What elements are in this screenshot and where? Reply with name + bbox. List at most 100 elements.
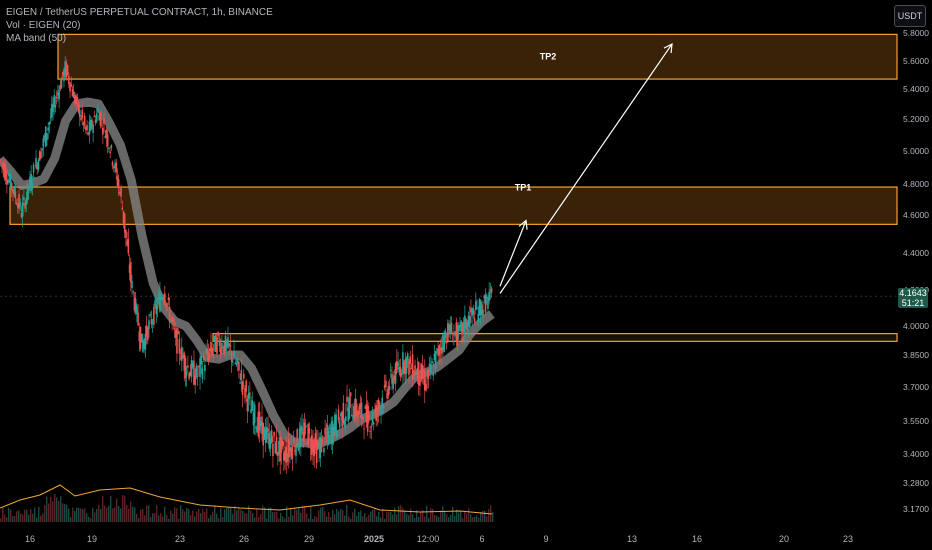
volume-bar	[484, 510, 486, 522]
candle-body	[400, 373, 403, 375]
candle-body	[188, 373, 190, 379]
candle-body	[69, 82, 71, 92]
y-tick-label: 4.0000	[903, 321, 929, 331]
volume-bar	[140, 509, 142, 522]
volume-bar	[230, 508, 232, 522]
candle-body	[189, 371, 192, 377]
volume-bar	[76, 507, 78, 522]
candle-body	[408, 360, 410, 376]
candle-body	[210, 342, 212, 353]
candle-body	[178, 338, 181, 354]
candle-body	[275, 436, 278, 454]
candle-body	[358, 406, 360, 415]
volume-bar	[88, 516, 90, 522]
candle-body	[195, 365, 198, 377]
volume-bar	[12, 516, 14, 522]
candle-body	[419, 380, 421, 386]
y-tick-label: 4.4000	[903, 248, 929, 258]
volume-bar	[284, 518, 286, 522]
candle-body	[410, 368, 413, 370]
volume-bar	[36, 517, 38, 522]
candle-body	[276, 452, 279, 456]
volume-bar	[282, 516, 284, 522]
volume-bar	[70, 517, 72, 522]
volume-bar	[294, 507, 296, 522]
volume-bar	[384, 518, 386, 522]
volume-bar	[400, 505, 402, 522]
volume-bar	[198, 508, 200, 522]
volume-bar	[174, 507, 176, 522]
volume-bar	[184, 511, 186, 522]
candle-body	[434, 351, 437, 370]
candle-body	[58, 89, 60, 100]
candle-body	[61, 71, 64, 76]
volume-bar	[224, 509, 226, 522]
volume-bar	[96, 508, 98, 522]
candle-body	[123, 213, 126, 233]
candle-body	[268, 432, 271, 449]
candle-body	[444, 331, 447, 339]
candle-body	[7, 179, 9, 184]
candle-body	[166, 303, 169, 305]
candle-body	[264, 428, 267, 443]
target-zone	[212, 333, 898, 342]
candle-body	[29, 176, 31, 189]
candle-body	[100, 118, 103, 120]
candle-body	[119, 191, 121, 194]
candle-body	[438, 345, 441, 356]
volume-bar	[118, 505, 120, 522]
candle-body	[304, 424, 307, 428]
candle-body	[233, 350, 235, 358]
candle-body	[325, 435, 328, 437]
volume-bar	[188, 508, 190, 522]
candle-body	[204, 364, 206, 372]
candle-body	[355, 403, 358, 417]
volume-bar	[108, 506, 110, 522]
candle-body	[247, 393, 250, 399]
candle-body	[19, 202, 22, 207]
candle-body	[167, 297, 170, 301]
volume-bar	[132, 506, 134, 522]
volume-bar	[260, 514, 262, 522]
candle-body	[416, 367, 419, 380]
candle-body	[173, 328, 176, 330]
candle-body	[157, 296, 160, 298]
candle-body	[234, 362, 237, 364]
volume-bar	[106, 507, 108, 522]
candle-body	[207, 353, 210, 362]
candle-body	[70, 84, 73, 87]
volume-bar	[482, 510, 484, 522]
volume-bar	[164, 506, 166, 522]
volume-bar	[44, 505, 46, 522]
volume-bar	[38, 506, 40, 522]
currency-button[interactable]: USDT	[894, 5, 926, 27]
volume-bar	[170, 510, 172, 522]
candle-body	[461, 323, 464, 334]
volume-bar	[446, 514, 448, 522]
y-tick-label: 5.8000	[903, 28, 929, 38]
candle-body	[13, 186, 15, 195]
candle-body	[457, 325, 460, 331]
candle-body	[346, 397, 348, 402]
candle-body	[60, 79, 63, 89]
volume-bar	[382, 508, 384, 522]
candle-body	[338, 421, 341, 428]
volume-bar	[158, 515, 160, 522]
volume-bar	[340, 508, 342, 522]
volume-bar	[354, 508, 356, 522]
volume-bar	[428, 517, 430, 522]
volume-bar	[138, 518, 140, 522]
x-tick-label: 16	[25, 534, 35, 544]
x-tick-label: 9	[543, 534, 548, 544]
volume-bar	[266, 518, 268, 522]
candle-body	[460, 321, 463, 332]
candle-body	[296, 429, 299, 447]
volume-bar	[244, 513, 246, 522]
volume-bar	[204, 511, 206, 522]
candle-body	[328, 430, 330, 445]
volume-bar	[438, 517, 440, 522]
volume-bar	[10, 509, 12, 522]
volume-bar	[232, 514, 234, 522]
volume-bar	[372, 509, 374, 522]
